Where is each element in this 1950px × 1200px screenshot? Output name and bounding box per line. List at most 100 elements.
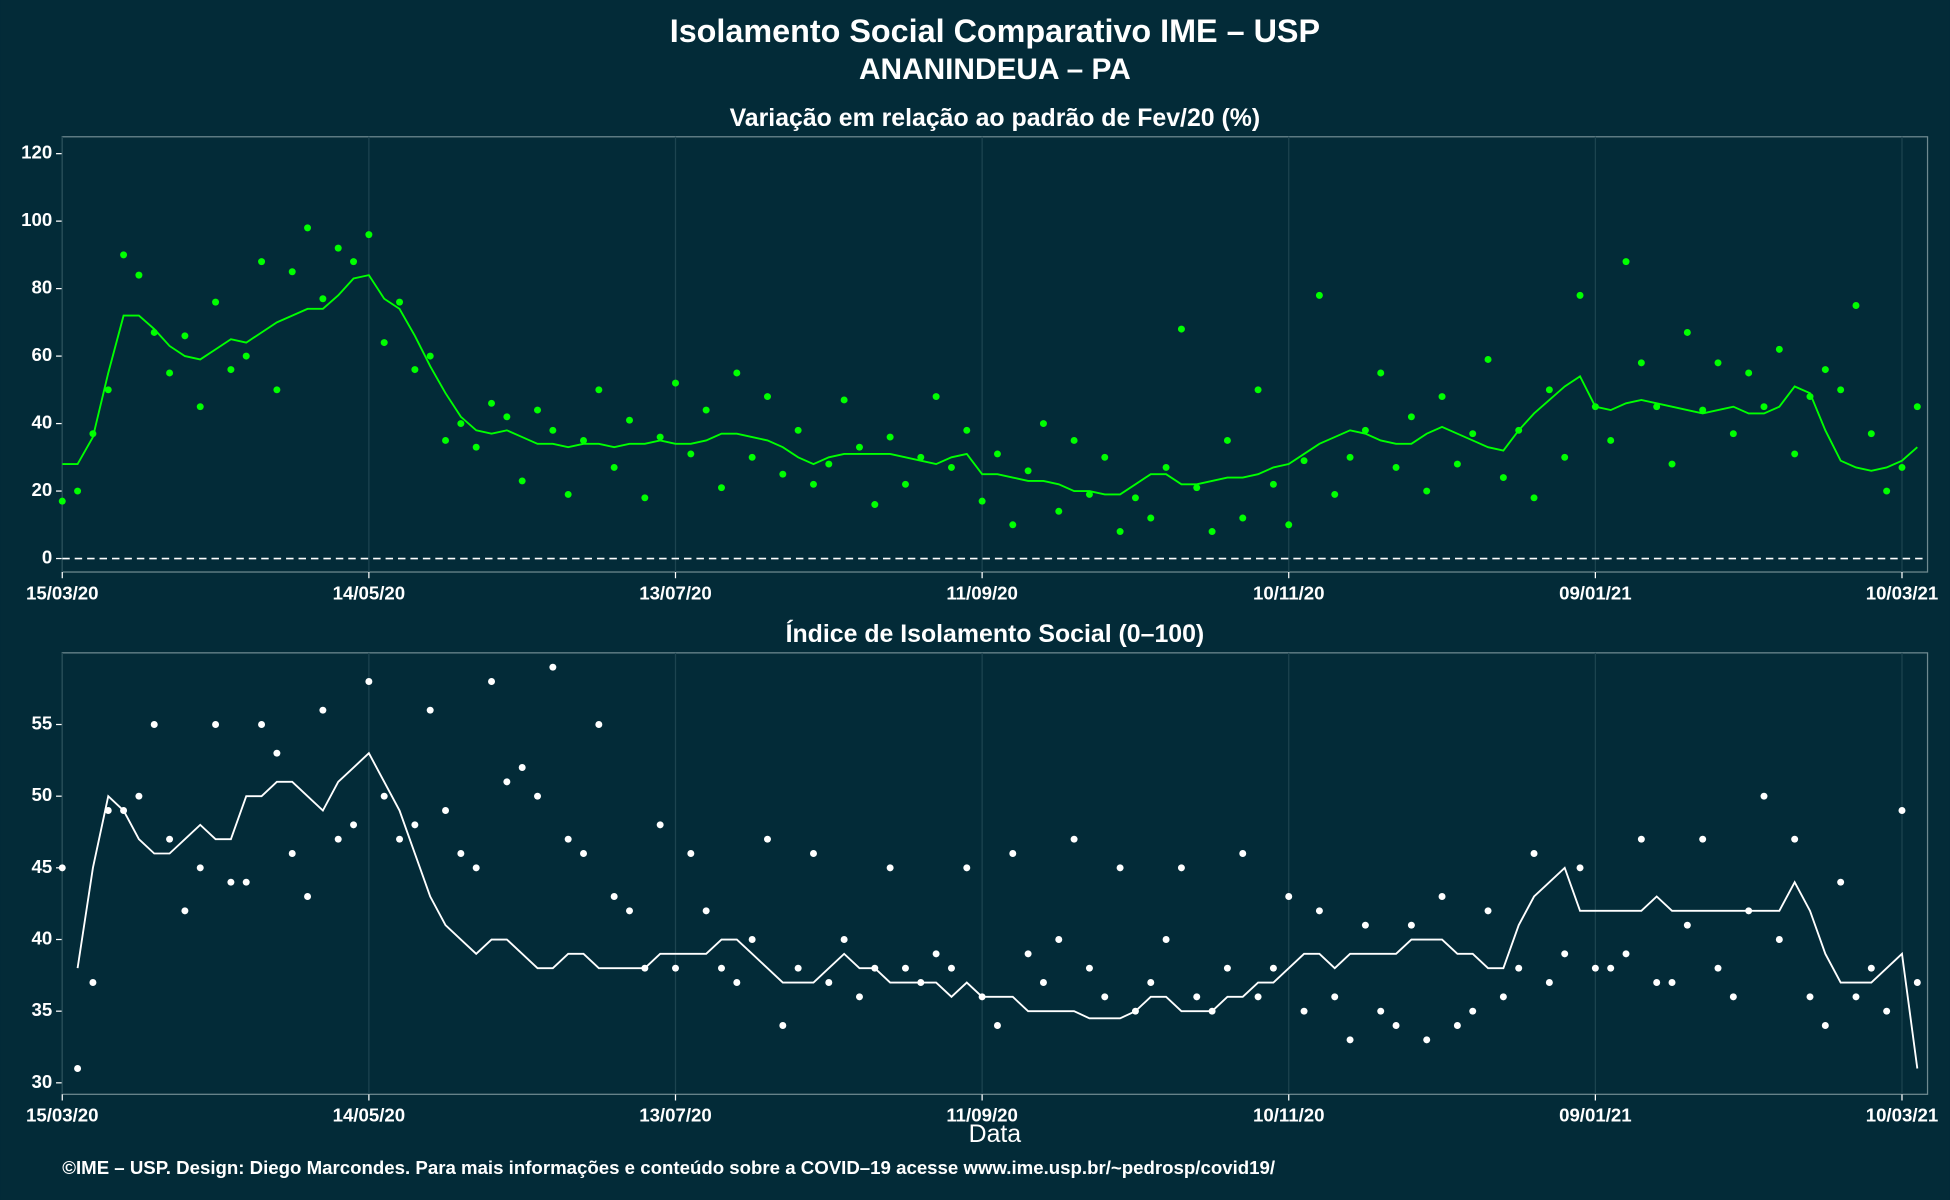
point (1653, 979, 1661, 986)
point (1806, 993, 1814, 1001)
point (1576, 291, 1584, 299)
x-tick-label: 13/07/20 (639, 582, 712, 603)
point (1024, 950, 1032, 958)
point (1423, 1036, 1431, 1044)
point (365, 231, 373, 239)
point (1867, 430, 1875, 438)
point (549, 663, 557, 671)
point (809, 480, 817, 488)
point (1453, 1022, 1461, 1029)
point (1699, 835, 1707, 843)
point (181, 907, 189, 915)
point (825, 460, 833, 468)
point (1683, 328, 1691, 336)
point (426, 706, 434, 714)
point (871, 501, 879, 509)
point (1821, 1022, 1829, 1029)
point (503, 778, 511, 786)
point (610, 893, 618, 900)
point (135, 271, 143, 279)
trend-line (62, 274, 1918, 496)
point (319, 706, 327, 714)
point (242, 878, 250, 886)
point (1469, 430, 1477, 438)
point (1392, 1022, 1400, 1029)
y-tick-label: 80 (32, 277, 53, 298)
point (1484, 355, 1492, 363)
y-tick-label: 35 (32, 999, 53, 1020)
point (1162, 936, 1170, 943)
point (1622, 258, 1630, 266)
point (1499, 993, 1507, 1001)
y-tick-label: 60 (32, 344, 53, 365)
point (1775, 936, 1783, 943)
x-tick-label: 15/03/20 (26, 582, 99, 603)
point (74, 487, 82, 495)
point (1714, 359, 1722, 367)
point (1177, 325, 1185, 333)
point (1837, 386, 1845, 394)
point (1576, 864, 1584, 872)
point (1254, 386, 1262, 394)
point (764, 393, 771, 401)
point (1315, 907, 1323, 915)
point (1070, 436, 1078, 444)
point (58, 864, 66, 872)
point (626, 907, 633, 915)
point (963, 864, 971, 872)
point (1791, 835, 1799, 843)
x-tick-label: 10/11/20 (1253, 582, 1325, 603)
point (1070, 835, 1078, 843)
point (1269, 480, 1277, 488)
point (1331, 993, 1339, 1001)
point (564, 835, 572, 843)
point (242, 352, 250, 360)
point (58, 497, 66, 505)
x-tick-label: 11/09/20 (946, 1105, 1018, 1126)
point (917, 453, 925, 461)
point (1683, 921, 1691, 929)
point (488, 678, 496, 685)
point (104, 386, 112, 394)
point (1009, 521, 1017, 529)
point (120, 251, 128, 259)
point (932, 950, 940, 958)
point (1085, 964, 1093, 972)
x-tick-label: 10/03/21 (1866, 1105, 1939, 1126)
point (273, 386, 281, 394)
point (1039, 420, 1047, 428)
point (1484, 907, 1492, 915)
point (1009, 850, 1017, 857)
point (840, 936, 848, 943)
point (1837, 878, 1845, 886)
point (365, 678, 373, 685)
point (1714, 964, 1722, 972)
point (1453, 460, 1461, 468)
point (1545, 979, 1553, 986)
point (1637, 359, 1645, 367)
point (702, 907, 710, 915)
point (1223, 964, 1231, 972)
point (74, 1065, 82, 1072)
point (1269, 964, 1277, 972)
y-tick-label: 50 (32, 784, 53, 805)
point (1085, 490, 1093, 498)
point (273, 749, 281, 757)
point (288, 850, 296, 857)
point (135, 792, 143, 800)
point (1147, 514, 1155, 522)
panel-title: Índice de Isolamento Social (0–100) (786, 619, 1205, 648)
point (1653, 403, 1661, 411)
point (442, 807, 450, 814)
point (886, 864, 894, 872)
point (1331, 490, 1339, 498)
point (595, 386, 603, 394)
point (411, 366, 419, 374)
point (855, 993, 863, 1001)
y-tick-label: 20 (32, 479, 53, 500)
point (687, 850, 695, 857)
point (886, 433, 894, 441)
point (1361, 426, 1369, 434)
point (1254, 993, 1262, 1001)
